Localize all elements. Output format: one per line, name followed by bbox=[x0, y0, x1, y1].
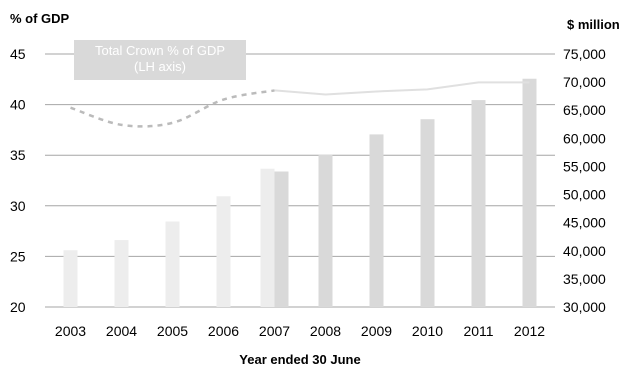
right-axis-title: $ million bbox=[567, 17, 620, 32]
x-tick-label: 2008 bbox=[310, 323, 341, 339]
annotation-line-1: Total Crown % of GDP bbox=[95, 43, 225, 58]
left-tick-label: 40 bbox=[10, 97, 26, 113]
left-tick-label: 45 bbox=[10, 46, 26, 62]
x-axis-title: Year ended 30 June bbox=[239, 352, 360, 367]
bar bbox=[318, 154, 333, 307]
left-tick-label: 30 bbox=[10, 198, 26, 214]
left-tick-label: 25 bbox=[10, 248, 26, 264]
x-tick-label: 2003 bbox=[55, 323, 86, 339]
bar bbox=[114, 240, 129, 307]
x-tick-label: 2004 bbox=[106, 323, 137, 339]
series-lines bbox=[70, 81, 530, 128]
right-tick-label: 45,000 bbox=[563, 215, 606, 231]
x-tick-label: 2011 bbox=[463, 323, 493, 339]
left-tick-label: 20 bbox=[10, 299, 26, 315]
bar bbox=[420, 119, 435, 308]
annotation-box bbox=[74, 40, 246, 80]
bars bbox=[63, 78, 537, 308]
x-tick-label: 2009 bbox=[361, 323, 392, 339]
left-tick-label: 35 bbox=[10, 147, 26, 163]
bar bbox=[63, 250, 78, 307]
annotation-line-2: (LH axis) bbox=[134, 59, 186, 74]
x-tick-label: 2005 bbox=[157, 323, 188, 339]
left-axis-title: % of GDP bbox=[10, 11, 70, 26]
x-tick-label: 2010 bbox=[412, 323, 443, 339]
x-tick-label: 2007 bbox=[259, 323, 290, 339]
right-tick-label: 35,000 bbox=[563, 271, 606, 287]
x-tick-label: 2006 bbox=[208, 323, 239, 339]
right-tick-label: 65,000 bbox=[563, 102, 606, 118]
series-line-solid bbox=[274, 81, 530, 96]
right-tick-label: 75,000 bbox=[563, 46, 606, 62]
bar bbox=[165, 221, 180, 307]
axes: 20 25 30 35 40 45 30,000 35,000 40,000 45,000 50,0… bbox=[10, 46, 606, 339]
right-tick-label: 30,000 bbox=[563, 299, 606, 315]
bar bbox=[471, 100, 486, 307]
right-tick-label: 50,000 bbox=[563, 187, 606, 203]
right-tick-label: 70,000 bbox=[563, 74, 606, 90]
bar bbox=[369, 134, 384, 307]
bar bbox=[522, 78, 537, 307]
bar bbox=[274, 171, 289, 307]
right-tick-label: 60,000 bbox=[563, 130, 606, 146]
right-tick-label: 40,000 bbox=[563, 243, 606, 259]
bar bbox=[260, 168, 275, 307]
series-line-dashed bbox=[70, 89, 275, 128]
bar bbox=[216, 196, 231, 307]
x-tick-label: 2012 bbox=[514, 323, 545, 339]
annotation: Total Crown % of GDP (LH axis) bbox=[74, 40, 246, 80]
right-tick-label: 55,000 bbox=[563, 158, 606, 174]
